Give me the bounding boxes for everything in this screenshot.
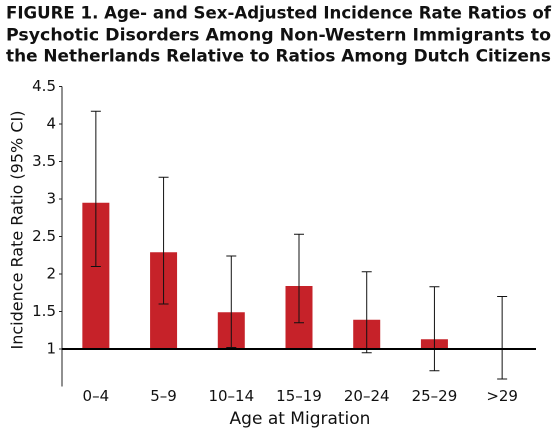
x-tick-label: 25–29 (412, 387, 458, 405)
chart-title: FIGURE 1. Age- and Sex-Adjusted Incidenc… (6, 4, 552, 23)
y-tick-label: 3 (46, 190, 56, 208)
x-tick-label: 10–14 (208, 387, 254, 405)
y-tick-label: 1 (46, 340, 56, 358)
chart-title: the Netherlands Relative to Ratios Among… (6, 47, 551, 66)
x-tick-label: >29 (486, 387, 518, 405)
x-tick-label: 15–19 (276, 387, 322, 405)
y-tick-label: 3.5 (32, 152, 56, 170)
x-tick-label: 0–4 (83, 387, 110, 405)
y-tick-label: 2.5 (32, 227, 56, 245)
chart-title: Psychotic Disorders Among Non-Western Im… (6, 26, 551, 45)
x-axis-label: Age at Migration (230, 409, 371, 429)
y-tick-label: 4.5 (32, 77, 56, 95)
x-tick-label: 5–9 (150, 387, 177, 405)
x-tick-label: 20–24 (344, 387, 390, 405)
y-axis-label: Incidence Rate Ratio (95% CI) (8, 111, 27, 350)
y-tick-label: 1.5 (32, 302, 56, 320)
y-tick-label: 4 (46, 115, 56, 133)
y-tick-label: 2 (46, 265, 56, 283)
